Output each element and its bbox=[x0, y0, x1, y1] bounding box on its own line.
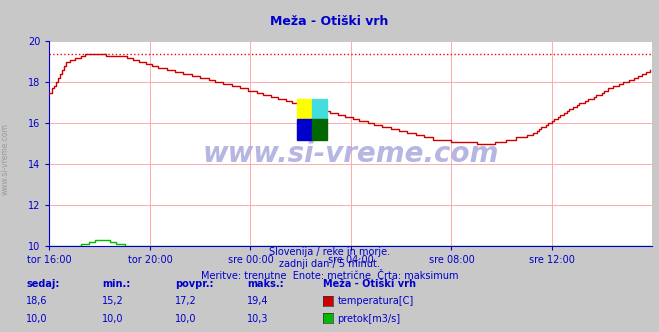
Text: 18,6: 18,6 bbox=[26, 296, 48, 306]
Text: 10,3: 10,3 bbox=[247, 314, 269, 324]
Text: Meritve: trenutne  Enote: metrične  Črta: maksimum: Meritve: trenutne Enote: metrične Črta: … bbox=[201, 271, 458, 281]
Text: Slovenija / reke in morje.: Slovenija / reke in morje. bbox=[269, 247, 390, 257]
Text: sedaj:: sedaj: bbox=[26, 279, 60, 289]
Text: maks.:: maks.: bbox=[247, 279, 284, 289]
Text: pretok[m3/s]: pretok[m3/s] bbox=[337, 314, 401, 324]
Text: 17,2: 17,2 bbox=[175, 296, 196, 306]
Text: 10,0: 10,0 bbox=[26, 314, 48, 324]
Text: www.si-vreme.com: www.si-vreme.com bbox=[203, 140, 499, 168]
Bar bbox=[312, 119, 327, 139]
Bar bbox=[297, 99, 312, 119]
Text: 15,2: 15,2 bbox=[102, 296, 124, 306]
Text: zadnji dan / 5 minut.: zadnji dan / 5 minut. bbox=[279, 259, 380, 269]
Text: Meža - Otiški vrh: Meža - Otiški vrh bbox=[270, 15, 389, 28]
Bar bbox=[312, 99, 327, 119]
Text: 10,0: 10,0 bbox=[102, 314, 124, 324]
Text: min.:: min.: bbox=[102, 279, 130, 289]
Text: Meža - Otiški vrh: Meža - Otiški vrh bbox=[323, 279, 416, 289]
Text: 19,4: 19,4 bbox=[247, 296, 269, 306]
Text: www.si-vreme.com: www.si-vreme.com bbox=[1, 124, 10, 195]
Bar bbox=[297, 119, 312, 139]
Text: temperatura[C]: temperatura[C] bbox=[337, 296, 414, 306]
Text: povpr.:: povpr.: bbox=[175, 279, 213, 289]
Text: 10,0: 10,0 bbox=[175, 314, 196, 324]
